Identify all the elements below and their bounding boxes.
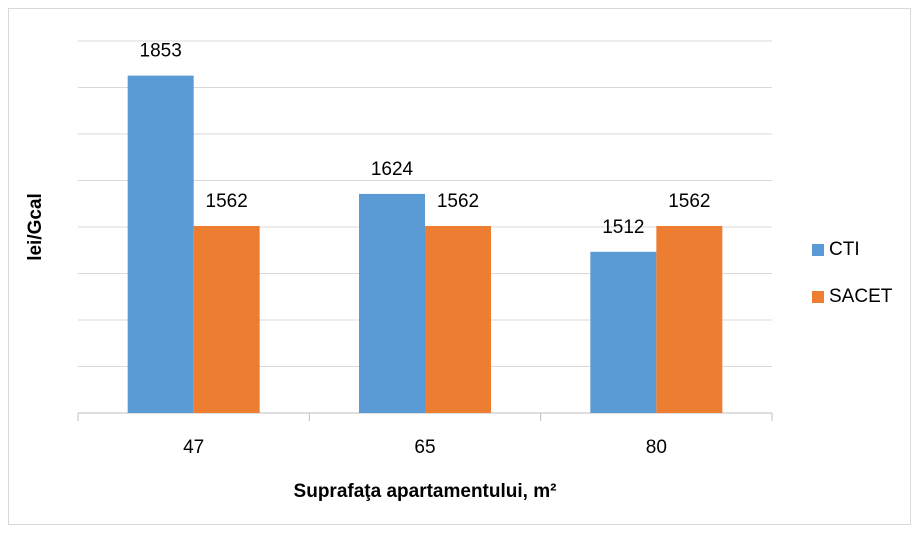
bar <box>359 193 425 413</box>
bar <box>656 225 723 413</box>
bar <box>590 251 657 413</box>
x-tick-label: 65 <box>414 437 435 458</box>
value-label: 1562 <box>206 191 248 212</box>
x-tick-label: 47 <box>183 437 204 458</box>
legend-label: CTI <box>829 239 860 260</box>
value-label: 1853 <box>140 41 182 62</box>
value-label: 1512 <box>602 217 644 238</box>
value-label: 1562 <box>668 191 710 212</box>
x-tick-label: 80 <box>646 437 667 458</box>
y-axis-label: lei/Gcal <box>25 193 46 261</box>
x-axis-label: Suprafaţa apartamentului, m² <box>294 481 557 502</box>
bar <box>425 225 491 413</box>
value-label: 1562 <box>437 191 479 212</box>
legend-swatch <box>812 291 824 303</box>
legend-label: SACET <box>829 286 893 307</box>
bar <box>193 225 260 413</box>
value-label: 1624 <box>371 159 414 180</box>
bar <box>127 75 194 413</box>
legend-swatch <box>812 244 824 256</box>
